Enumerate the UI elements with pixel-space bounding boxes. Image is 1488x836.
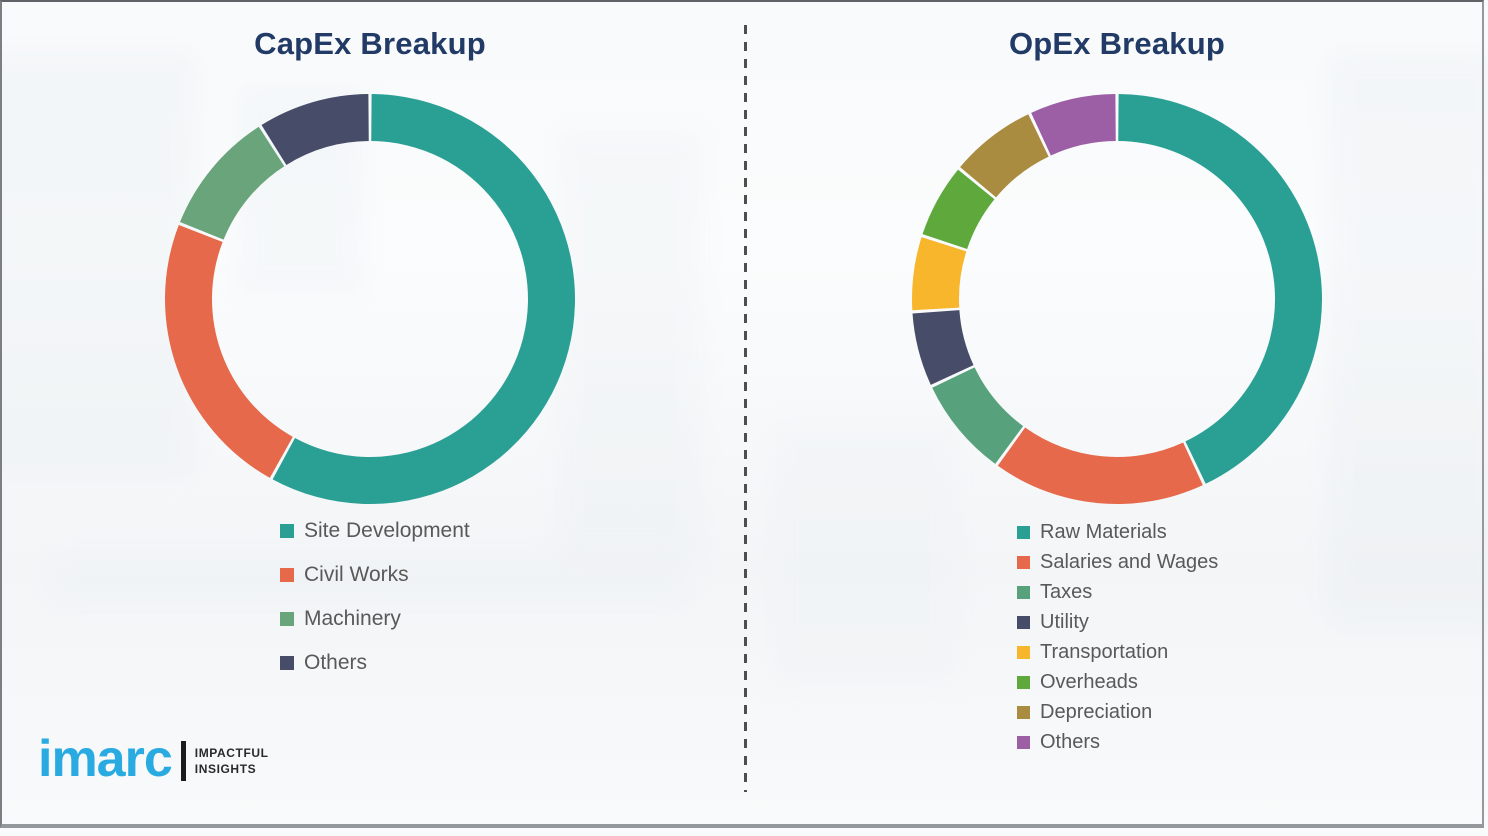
donut-segment-civil-works [164,225,293,478]
legend-label: Taxes [1040,580,1093,603]
opex-donut-chart [911,94,1322,505]
legend-label: Depreciation [1040,700,1153,723]
imarc-tagline-line1: IMPACTFUL [194,745,269,760]
imarc-logo-tagline: IMPACTFUL INSIGHTS [195,745,269,777]
legend-swatch-icon [1017,615,1030,629]
legend-label: Machinery [304,607,401,630]
legend-swatch-icon [1017,585,1030,599]
legend-swatch-icon [1017,645,1030,659]
legend-swatch-icon [280,524,294,538]
legend-item-utility: Utility [1017,607,1218,637]
opex-legend: Raw Materials Salaries and Wages Taxes Util… [1017,517,1218,757]
donut-segment-others [1031,94,1116,156]
background-ghost-shape [0,50,200,480]
capex-donut-chart [164,94,576,505]
donut-segment-utility [912,310,974,385]
legend-label: Salaries and Wages [1040,550,1219,573]
legend-item-site-development: Site Development [280,509,470,553]
background-ghost-shape [770,420,960,690]
legend-swatch-icon [1017,735,1030,749]
imarc-logo-divider-bar [180,741,186,781]
legend-swatch-icon [1017,555,1030,569]
legend-label: Others [1040,730,1101,753]
donut-segment-taxes [932,367,1024,464]
legend-swatch-icon [1017,525,1030,539]
legend-swatch-icon [280,568,294,582]
legend-label: Overheads [1040,670,1138,693]
legend-item-machinery: Machinery [280,597,470,641]
background-ghost-shape [50,555,690,610]
legend-swatch-icon [1017,675,1030,689]
vertical-dashed-divider [744,25,747,792]
legend-item-raw-materials: Raw Materials [1017,517,1218,547]
legend-swatch-icon [1017,705,1030,719]
legend-item-others: Others [1017,727,1218,757]
donut-segment-depreciation [960,114,1049,198]
imarc-tagline-line2: INSIGHTS [194,762,257,776]
legend-item-taxes: Taxes [1017,577,1218,607]
background-ghost-shape [1325,50,1488,630]
donut-segment-salaries-and-wages [997,427,1203,505]
donut-segment-machinery [179,126,285,240]
legend-label: Utility [1040,610,1089,633]
donut-segment-overheads [922,169,995,249]
imarc-logo: imarc IMPACTFUL INSIGHTS [38,733,269,789]
legend-item-depreciation: Depreciation [1017,697,1218,727]
donut-segment-raw-materials [1118,94,1322,484]
legend-swatch-icon [280,612,294,626]
legend-item-others: Others [280,641,470,685]
legend-item-overheads: Overheads [1017,667,1218,697]
legend-label: Others [304,651,368,674]
donut-segment-others [261,94,369,165]
capex-chart-title: CapEx Breakup [254,26,486,61]
donut-segment-site-development [272,94,576,505]
donut-segment-transportation [911,237,967,311]
legend-label: Raw Materials [1040,520,1167,543]
opex-chart-title: OpEx Breakup [1008,26,1226,61]
legend-item-salaries-and-wages: Salaries and Wages [1017,547,1218,577]
legend-item-transportation: Transportation [1017,637,1218,667]
capex-legend: Site Development Civil Works Machinery Othe… [280,509,470,685]
legend-label: Civil Works [304,563,409,586]
imarc-logo-wordmark: imarc [38,730,173,788]
legend-label: Transportation [1040,640,1169,663]
background-ghost-shape [555,130,705,560]
legend-label: Site Development [304,519,470,542]
legend-item-civil-works: Civil Works [280,553,470,597]
legend-swatch-icon [280,656,294,670]
